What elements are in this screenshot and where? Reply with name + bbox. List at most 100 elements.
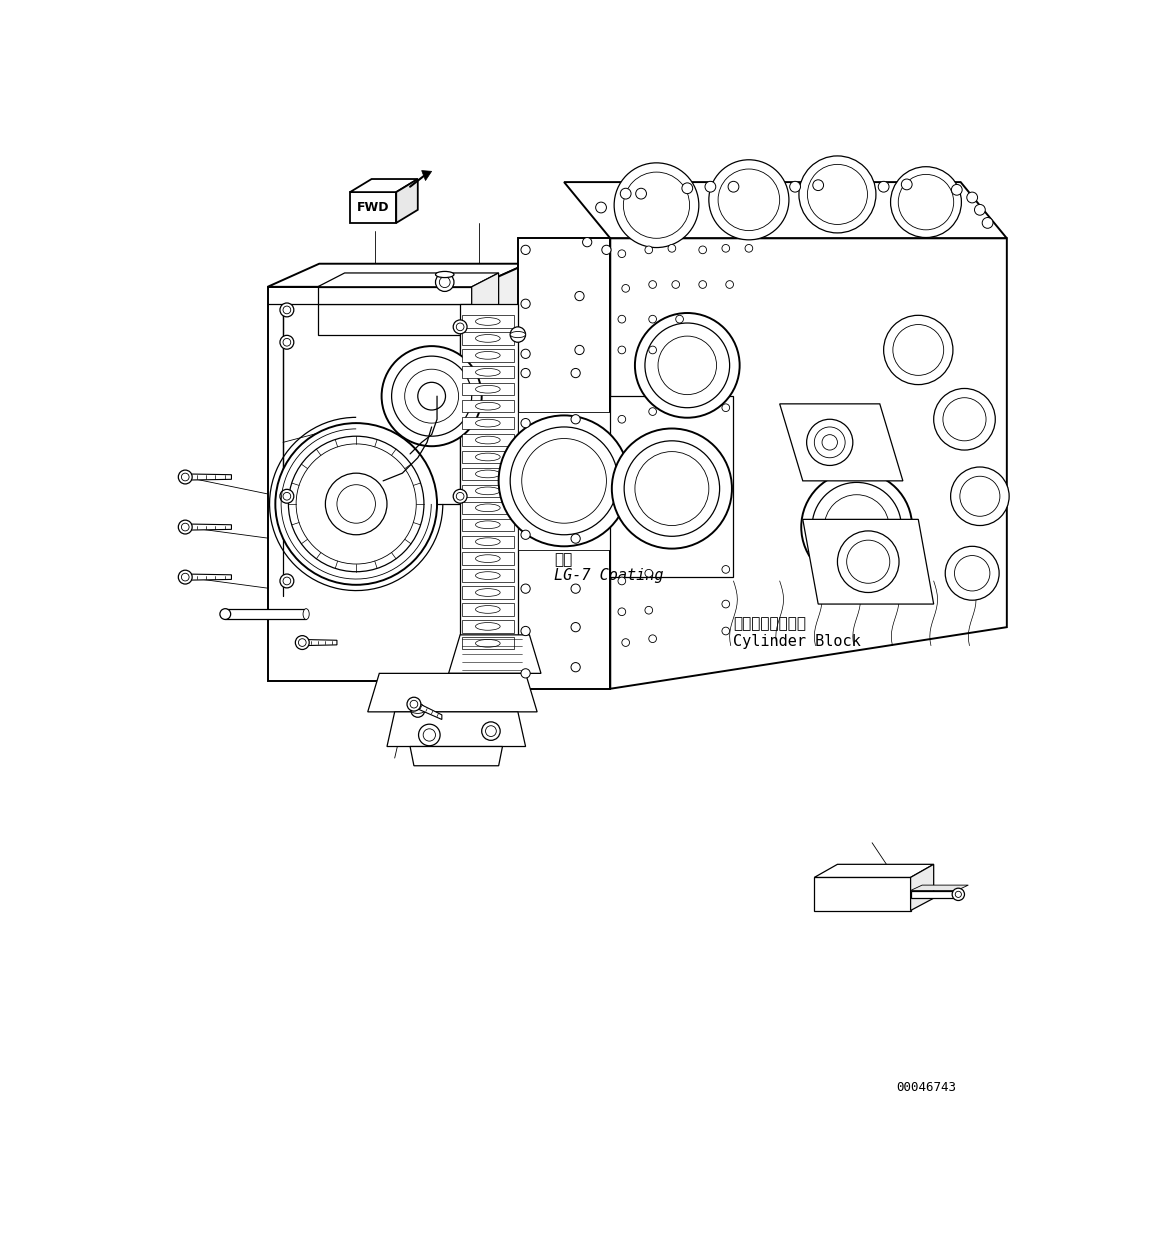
Circle shape — [337, 484, 376, 523]
Circle shape — [728, 181, 739, 192]
Ellipse shape — [476, 639, 500, 648]
Circle shape — [668, 245, 676, 252]
Text: LG-7 Coating: LG-7 Coating — [554, 568, 664, 583]
Circle shape — [645, 607, 652, 614]
Circle shape — [950, 467, 1009, 525]
Circle shape — [799, 156, 876, 233]
Polygon shape — [911, 865, 934, 911]
Polygon shape — [463, 620, 514, 633]
Circle shape — [571, 414, 580, 424]
Text: 塗布: 塗布 — [554, 552, 572, 567]
Circle shape — [571, 663, 580, 671]
Circle shape — [814, 427, 846, 458]
Ellipse shape — [476, 504, 500, 512]
Polygon shape — [397, 178, 418, 223]
Circle shape — [456, 493, 464, 500]
Circle shape — [283, 577, 291, 585]
Polygon shape — [317, 287, 472, 303]
Circle shape — [571, 623, 580, 631]
Circle shape — [847, 540, 890, 583]
Polygon shape — [463, 332, 514, 344]
Circle shape — [722, 245, 729, 252]
Circle shape — [481, 721, 500, 740]
Polygon shape — [185, 474, 231, 480]
Circle shape — [283, 493, 291, 500]
Circle shape — [280, 574, 294, 588]
Circle shape — [280, 489, 294, 503]
Circle shape — [649, 281, 656, 288]
Circle shape — [601, 246, 611, 255]
Circle shape — [521, 349, 530, 358]
Polygon shape — [267, 287, 476, 681]
Polygon shape — [267, 263, 527, 287]
Polygon shape — [463, 401, 514, 412]
Polygon shape — [518, 238, 611, 689]
Circle shape — [943, 398, 986, 441]
Circle shape — [440, 277, 450, 287]
Polygon shape — [368, 674, 537, 711]
Circle shape — [583, 237, 592, 247]
Polygon shape — [350, 178, 418, 192]
Polygon shape — [463, 519, 514, 530]
Circle shape — [825, 494, 889, 559]
Ellipse shape — [476, 470, 500, 478]
Polygon shape — [463, 484, 514, 497]
Circle shape — [418, 382, 445, 411]
Ellipse shape — [476, 487, 500, 494]
Circle shape — [178, 520, 192, 534]
Polygon shape — [463, 587, 514, 599]
Circle shape — [901, 178, 912, 190]
Polygon shape — [302, 639, 337, 645]
Circle shape — [280, 303, 294, 317]
Circle shape — [699, 246, 707, 253]
Circle shape — [722, 404, 729, 412]
Ellipse shape — [304, 609, 309, 619]
Circle shape — [618, 577, 626, 585]
Circle shape — [623, 172, 690, 238]
Text: Cylinder Block: Cylinder Block — [734, 634, 862, 649]
Polygon shape — [463, 638, 514, 649]
Ellipse shape — [476, 386, 500, 393]
Polygon shape — [814, 877, 911, 911]
Ellipse shape — [476, 555, 500, 563]
Circle shape — [499, 416, 629, 547]
Circle shape — [299, 639, 306, 646]
Polygon shape — [283, 303, 461, 504]
Circle shape — [649, 316, 656, 323]
Circle shape — [649, 408, 656, 416]
Circle shape — [521, 669, 530, 678]
Circle shape — [722, 628, 729, 635]
Polygon shape — [814, 865, 934, 877]
Circle shape — [181, 573, 190, 582]
Ellipse shape — [476, 453, 500, 461]
Circle shape — [812, 483, 901, 572]
Circle shape — [682, 183, 693, 193]
Circle shape — [708, 160, 789, 240]
Circle shape — [722, 600, 729, 608]
Polygon shape — [185, 524, 231, 530]
Circle shape — [511, 327, 526, 342]
Circle shape — [419, 724, 440, 746]
Polygon shape — [779, 404, 902, 480]
Circle shape — [326, 473, 387, 534]
Circle shape — [612, 428, 732, 549]
Ellipse shape — [476, 368, 500, 376]
Circle shape — [705, 181, 715, 192]
Circle shape — [575, 346, 584, 354]
Circle shape — [521, 584, 530, 593]
Polygon shape — [185, 574, 231, 580]
Circle shape — [618, 316, 626, 323]
Ellipse shape — [476, 334, 500, 342]
Circle shape — [595, 202, 606, 213]
Circle shape — [745, 245, 752, 252]
Circle shape — [411, 700, 418, 708]
Text: FWD: FWD — [357, 201, 390, 213]
Circle shape — [280, 336, 294, 349]
Text: 00046743: 00046743 — [896, 1081, 956, 1094]
Circle shape — [952, 889, 964, 901]
Circle shape — [405, 369, 458, 423]
Circle shape — [454, 489, 468, 503]
Circle shape — [392, 356, 472, 437]
Circle shape — [726, 281, 734, 288]
Circle shape — [983, 217, 993, 228]
